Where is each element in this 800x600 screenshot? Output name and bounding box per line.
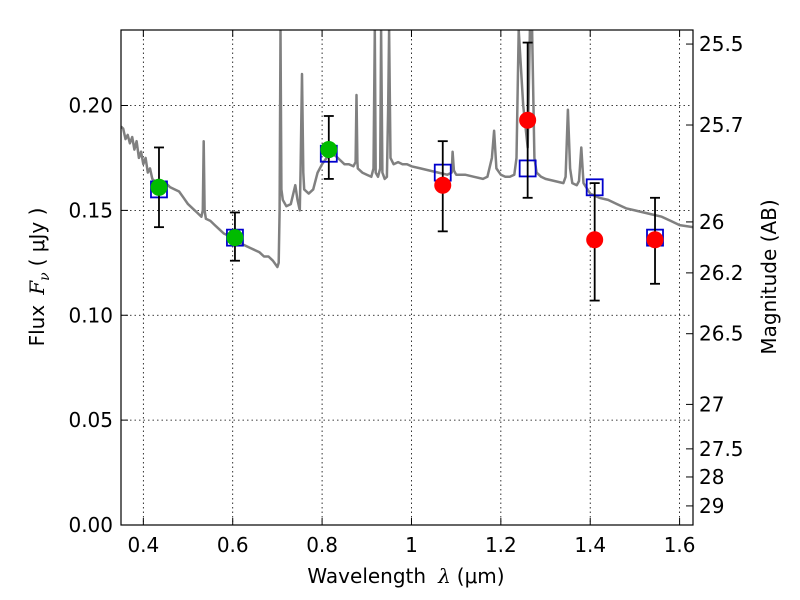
x-tick-label: 0.8 <box>306 533 338 557</box>
ticks: 0.4 0.6 0.8 1 1.2 1.4 1.6 0.00 0.05 0.10 0.15 0.20 2… <box>68 30 744 557</box>
x-tick-label: 1 <box>405 533 418 557</box>
x-tick-label: 0.4 <box>127 533 159 557</box>
y2-tick-label: 27.5 <box>699 437 744 461</box>
y2-tick-label: 26.2 <box>699 261 744 285</box>
y2-tick-label: 25.7 <box>699 113 744 137</box>
y-tick-label: 0.15 <box>68 198 113 222</box>
y-tick-label: 0.20 <box>68 94 113 118</box>
x-tick-label: 0.6 <box>217 533 249 557</box>
photometry-point <box>320 141 338 159</box>
photometry-point <box>646 231 664 249</box>
photometry-point <box>519 111 537 129</box>
y2-tick-label: 28 <box>699 465 724 489</box>
y-tick-label: 0.05 <box>68 408 113 432</box>
photometry-point <box>434 176 452 194</box>
x-tick-label: 1.4 <box>574 533 606 557</box>
y2-tick-label: 27 <box>699 392 724 416</box>
x-axis-label: Wavelength λ (μm) <box>307 564 504 588</box>
y2-tick-label: 25.5 <box>699 32 744 56</box>
plot-frame <box>120 29 694 526</box>
x-tick-label: 1.6 <box>664 533 696 557</box>
photometry-point <box>150 178 168 196</box>
markers <box>150 41 664 302</box>
y2-tick-label: 26 <box>699 210 724 234</box>
plot-background <box>121 30 693 525</box>
y2-tick-label: 26.5 <box>699 322 744 346</box>
y-tick-label: 0.00 <box>68 513 113 537</box>
y-tick-label: 0.10 <box>68 303 113 327</box>
grid <box>121 30 693 525</box>
y-axis-label: FluxFν( μJy ) <box>25 208 53 347</box>
photometry-point <box>586 231 604 249</box>
photometry-point <box>226 229 244 247</box>
x-tick-label: 1.2 <box>485 533 517 557</box>
y2-tick-label: 29 <box>699 494 724 518</box>
y2-axis-label: Magnitude (AB) <box>757 199 781 354</box>
